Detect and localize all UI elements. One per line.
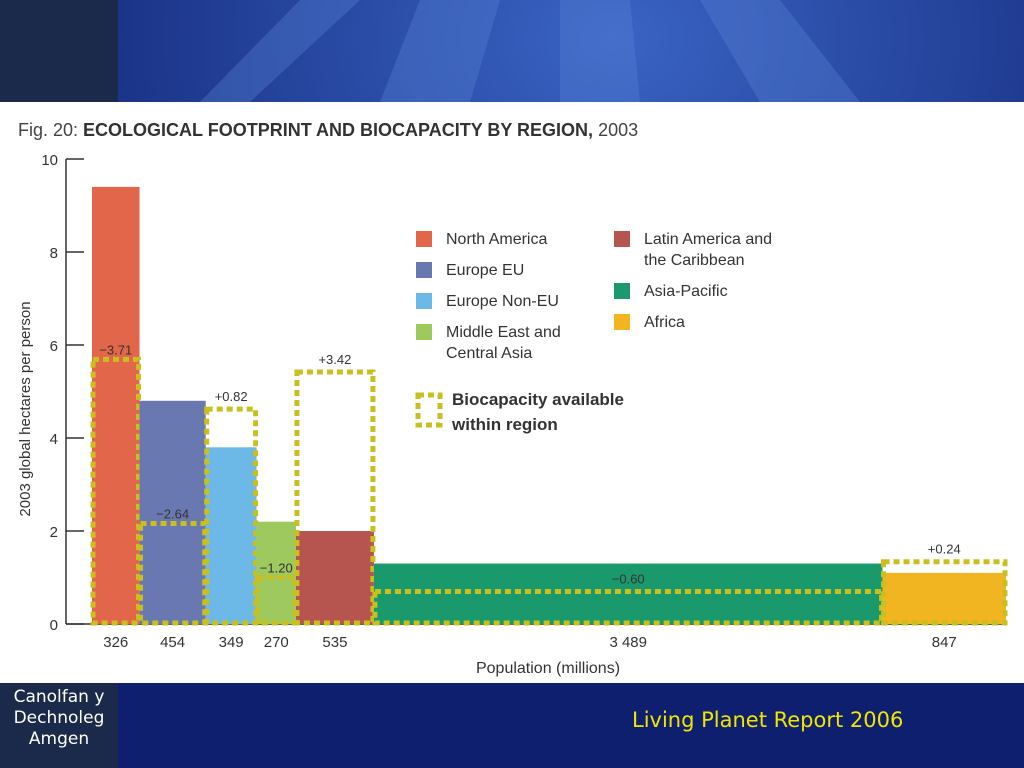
bar-0 bbox=[92, 186, 140, 624]
difference-label-0: −3.71 bbox=[99, 342, 132, 357]
y-axis-label: 2003 global hectares per person bbox=[17, 301, 34, 516]
legend-swatch-c1-0 bbox=[416, 231, 432, 247]
bar-2 bbox=[205, 447, 257, 624]
population-label-6: 847 bbox=[932, 634, 957, 651]
population-label-4: 535 bbox=[322, 634, 347, 651]
biocapacity-box-4 bbox=[294, 369, 376, 626]
legend-label-c2-0: the Caribbean bbox=[644, 252, 745, 269]
legend-biocapacity-label: within region bbox=[451, 415, 558, 434]
legend-swatch-c1-3 bbox=[416, 324, 432, 340]
difference-label-6: +0.24 bbox=[928, 542, 961, 557]
bar-3 bbox=[256, 521, 296, 624]
chart-title-suffix: 2003 bbox=[593, 120, 638, 140]
x-axis-label: Population (millions) bbox=[476, 660, 620, 677]
population-label-1: 454 bbox=[160, 634, 185, 651]
legend-label-c1-3: Central Asia bbox=[446, 345, 532, 362]
biocapacity-box-0 bbox=[90, 356, 142, 626]
population-label-3: 270 bbox=[264, 634, 289, 651]
legend-swatch-c2-0 bbox=[614, 231, 630, 247]
legend-label-c2-1: Asia-Pacific bbox=[644, 283, 728, 300]
chart-title: Fig. 20: ECOLOGICAL FOOTPRINT AND BIOCAP… bbox=[18, 120, 638, 140]
legend-biocapacity-swatch bbox=[415, 392, 443, 428]
difference-label-3: −1.20 bbox=[260, 561, 293, 576]
y-tick-label: 4 bbox=[50, 431, 58, 448]
difference-label-4: +3.42 bbox=[318, 352, 351, 367]
org-line-2: Dechnoleg bbox=[13, 708, 105, 728]
legend-label-c1-2: Europe Non-EU bbox=[446, 293, 559, 310]
legend-label-c2-2: Africa bbox=[644, 314, 685, 331]
legend-label-c1-3: Middle East and bbox=[446, 324, 561, 341]
legend-label-c1-0: North America bbox=[446, 231, 547, 248]
legend-swatch-c2-1 bbox=[614, 283, 630, 299]
population-label-2: 349 bbox=[219, 634, 244, 651]
chart-title-main: ECOLOGICAL FOOTPRINT AND BIOCAPACITY BY … bbox=[83, 120, 593, 140]
left-side-strip bbox=[0, 0, 118, 102]
chart-title-prefix: Fig. 20: bbox=[18, 120, 83, 140]
chart: Fig. 20: ECOLOGICAL FOOTPRINT AND BIOCAP… bbox=[17, 120, 1008, 677]
organization-logo: Canolfan y Dechnoleg Amgen bbox=[0, 683, 118, 768]
bar-1 bbox=[139, 400, 206, 624]
bar-4 bbox=[295, 531, 374, 624]
biocapacity-box-2 bbox=[204, 406, 259, 626]
difference-label-2: +0.82 bbox=[215, 389, 248, 404]
legend-swatch-c1-2 bbox=[416, 293, 432, 309]
y-tick-label: 2 bbox=[50, 524, 58, 541]
footer-caption: Living Planet Report 2006 bbox=[632, 708, 904, 732]
legend-swatch-c2-2 bbox=[614, 314, 630, 330]
biocapacity-box-6 bbox=[881, 559, 1008, 626]
legend: North America Europe EU Europe Non-EU Middl… bbox=[415, 231, 772, 434]
y-tick-label: 8 bbox=[50, 245, 58, 262]
y-tick-label: 10 bbox=[41, 152, 58, 169]
legend-biocapacity-label: Biocapacity available bbox=[452, 390, 624, 409]
org-line-1: Canolfan y bbox=[13, 687, 105, 707]
bar-6 bbox=[882, 572, 1006, 624]
org-line-3: Amgen bbox=[28, 729, 90, 749]
legend-swatch-c1-1 bbox=[416, 262, 432, 278]
legend-label-c2-0: Latin America and bbox=[644, 231, 772, 248]
population-label-5: 3 489 bbox=[609, 634, 647, 651]
y-tick-label: 0 bbox=[50, 617, 58, 634]
difference-label-5: −0.60 bbox=[612, 572, 645, 587]
population-label-0: 326 bbox=[103, 634, 128, 651]
y-tick-label: 6 bbox=[50, 338, 58, 355]
difference-label-1: −2.64 bbox=[156, 507, 189, 522]
legend-label-c1-1: Europe EU bbox=[446, 262, 524, 279]
